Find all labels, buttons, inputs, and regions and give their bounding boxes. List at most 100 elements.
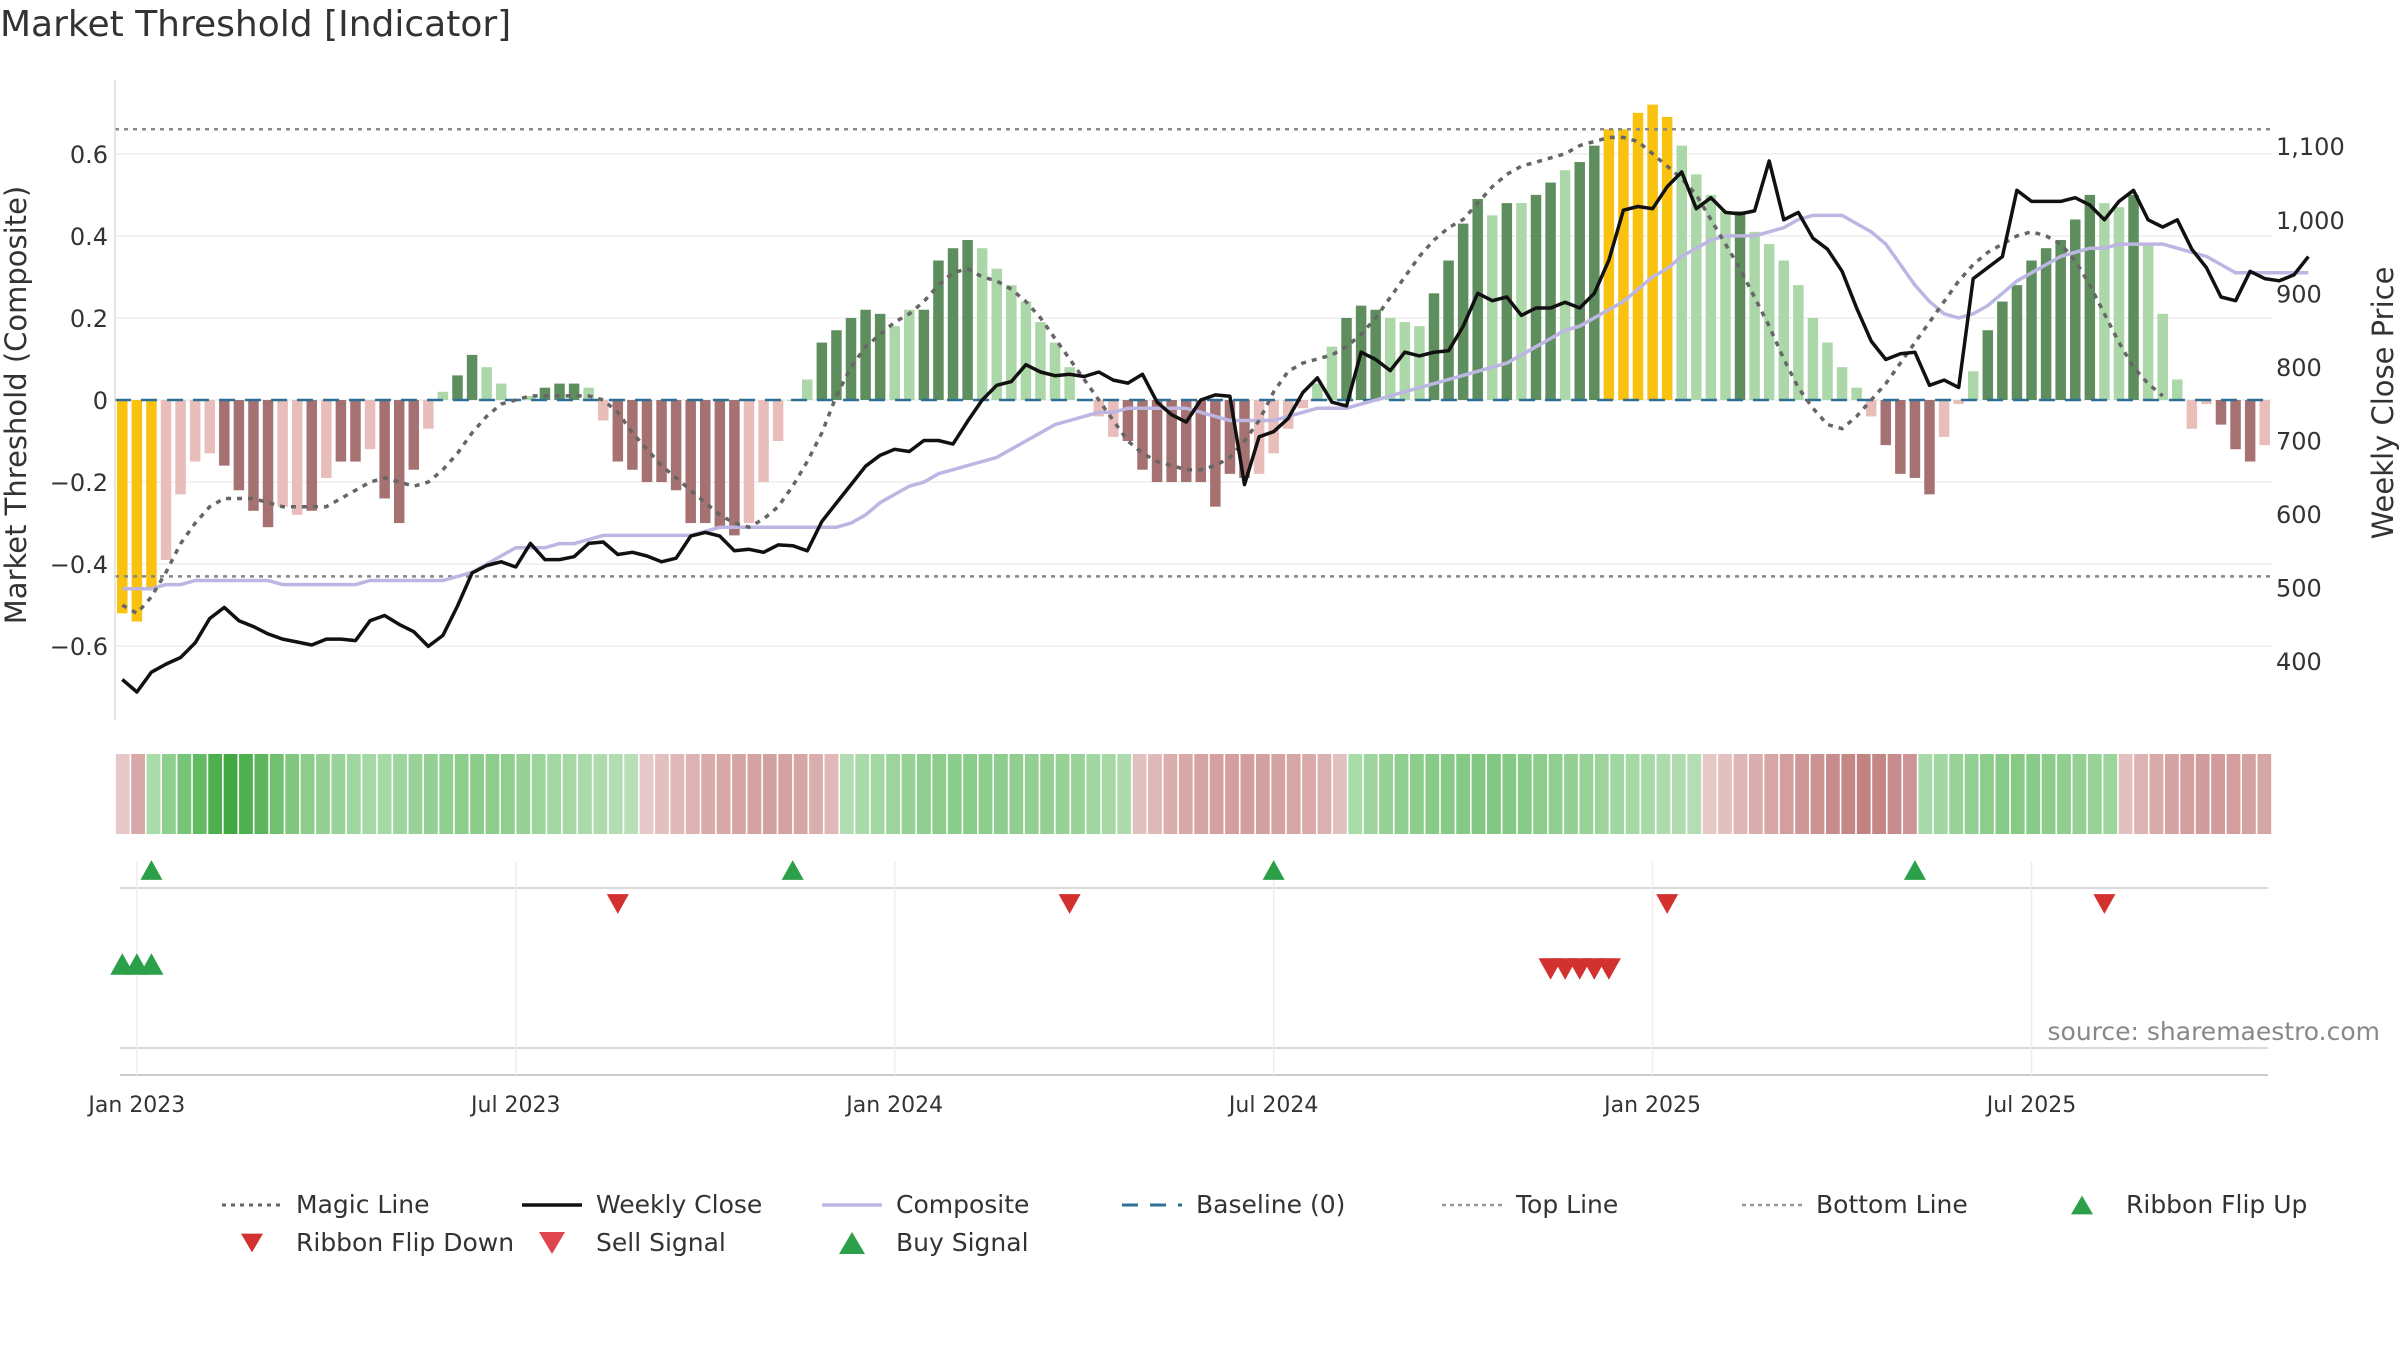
axes: 0.6 0.4 0.2 0 −0.2 −0.4 −0.6 1,100 1,000 900 800 70… (50, 80, 2345, 720)
ribbon-flip-up-marker (140, 860, 163, 880)
ribbon-cell (1764, 754, 1779, 834)
ribbon-cell (500, 754, 515, 834)
ribbon-cell (2072, 754, 2087, 834)
composite-bar (2230, 400, 2241, 450)
composite-bar (1385, 317, 1396, 400)
ribbon-cell (1379, 754, 1393, 834)
composite-bar (2026, 260, 2037, 400)
legend-item: Ribbon Flip Up (2050, 1190, 2307, 1219)
ribbon-cell (1209, 754, 1224, 834)
composite-bar (204, 400, 215, 454)
ribbon-cell (131, 754, 146, 834)
x-tick-label: Jan 2024 (844, 1093, 943, 1118)
ribbon-cell (470, 754, 484, 834)
ribbon-cell (1594, 754, 1609, 834)
ribbon-cell (870, 754, 885, 834)
ribbon-cell (1795, 754, 1809, 834)
ribbon-cell (1194, 754, 1209, 834)
composite-bar (2201, 400, 2212, 405)
composite-bar (2259, 400, 2270, 446)
ribbon-cell (1980, 754, 1994, 834)
ribbon-cell (2026, 754, 2041, 834)
composite-bar (889, 326, 900, 400)
ribbon-cell (239, 754, 253, 834)
composite-bar (1268, 400, 1279, 454)
composite-bar (1399, 322, 1411, 400)
ribbon-flip-down-marker (1656, 894, 1679, 914)
ribbon-cell (578, 754, 592, 834)
composite-bar (364, 400, 376, 450)
ribbon-cell (793, 754, 808, 834)
y2-tick-label: 900 (2276, 280, 2322, 308)
ribbon-flip-up-marker (1262, 860, 1285, 880)
composite-bar (321, 400, 332, 478)
ribbon-cell (1918, 754, 1933, 834)
ribbon-flip-up-marker (781, 860, 804, 880)
composite-bar (495, 383, 507, 400)
ribbon-cell (655, 754, 669, 834)
legend-label: Ribbon Flip Up (2126, 1190, 2308, 1219)
legend-item: Weekly Close (520, 1190, 762, 1219)
composite-bar (1122, 400, 1134, 442)
ribbon-cell (285, 754, 300, 834)
composite-bar (1647, 104, 1658, 400)
composite-bar (627, 400, 638, 470)
composite-bar (714, 400, 726, 528)
ribbon-cell (685, 754, 700, 834)
composite-bar (1093, 400, 1105, 417)
ribbon-cell (2149, 754, 2164, 834)
composite-bar (685, 400, 696, 524)
composite-bar (1559, 170, 1571, 400)
ribbon-cell (423, 754, 438, 834)
ribbon-cell (1933, 754, 1948, 834)
composite-bar (991, 268, 1002, 400)
composite-bar (1035, 322, 1046, 400)
composite-bar (641, 400, 653, 483)
ribbon-cell (886, 754, 900, 834)
composite-bar (1705, 194, 1717, 400)
ribbon-cell (1255, 754, 1270, 834)
ribbon-cell (269, 754, 284, 834)
composite-bar (1282, 400, 1294, 429)
composite-bar (2142, 244, 2154, 400)
ribbon-cell (1903, 754, 1917, 834)
ribbon-cell (1410, 754, 1424, 834)
legend-swatch (839, 1231, 865, 1254)
ribbon-cell (146, 754, 161, 834)
composite-bar (1180, 400, 1192, 483)
composite-bar (306, 400, 318, 511)
composite-bar (845, 317, 857, 400)
composite-bar (452, 375, 463, 400)
ribbon-cell (192, 754, 207, 834)
composite-bar (1108, 400, 1119, 437)
composite-bar (1676, 145, 1687, 400)
y-tick-label: 0 (93, 387, 108, 415)
composite-bar (350, 400, 361, 462)
ribbon-cell (1055, 754, 1070, 834)
composite-bar (1224, 400, 1236, 474)
y-tick-label: −0.2 (50, 469, 108, 497)
ribbon-cell (516, 754, 531, 834)
ribbon-cell (2010, 754, 2025, 834)
ribbon-cell (855, 754, 870, 834)
ribbon-cell (485, 754, 500, 834)
y-tick-label: 0.4 (70, 223, 108, 251)
ribbon-cell (1132, 754, 1147, 834)
composite-bar (1953, 400, 1964, 405)
ribbon-cell (1702, 754, 1717, 834)
composite-bar (1924, 400, 1935, 495)
ribbon-cell (670, 754, 685, 834)
ribbon-cell (2118, 754, 2133, 834)
composite-bar (117, 400, 128, 614)
buy-signal-marker (139, 953, 164, 975)
ribbon-cell (1887, 754, 1902, 834)
ribbon-cell (177, 754, 192, 834)
legend-marker (241, 1233, 263, 1252)
legend-swatch (1442, 1203, 1502, 1206)
magic-line (121, 135, 2164, 616)
composite-bar (1574, 162, 1585, 400)
composite-bar (831, 330, 842, 400)
ribbon-cell (454, 754, 469, 834)
composite-bar (2113, 207, 2125, 400)
x-tick-label: Jul 2025 (1985, 1093, 2077, 1118)
